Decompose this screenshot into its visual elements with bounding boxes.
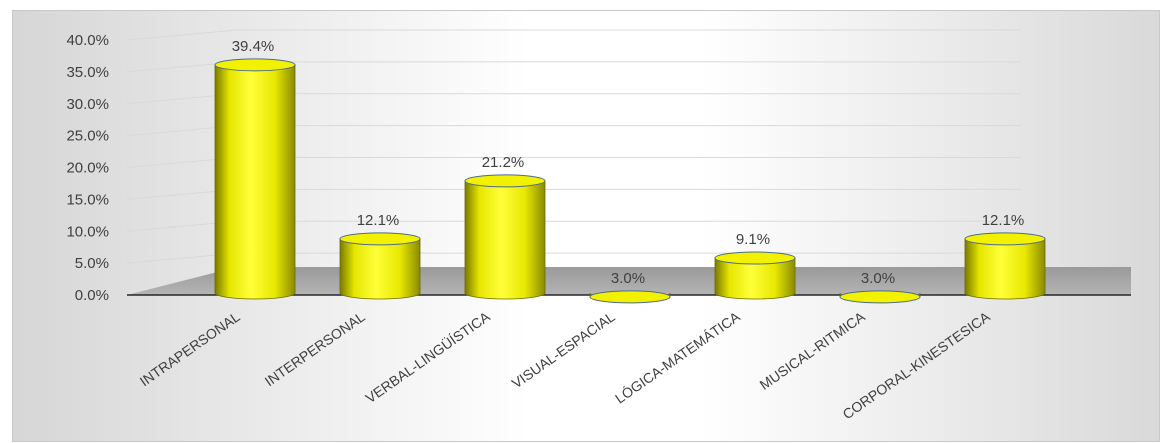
- chart-area: 0.0% 5.0% 10.0% 15.0% 20.0% 25.0% 30.0% 35.0% 40…: [12, 10, 1160, 442]
- bar: [839, 290, 921, 304]
- x-tick-label: INTRAPERSONAL: [137, 308, 243, 389]
- bar-top: [714, 251, 796, 265]
- y-tick-label: 0.0%: [75, 287, 109, 304]
- x-tick-label: VERBAL-LINGÜÍSTICA: [362, 307, 493, 406]
- y-tick-label: 40.0%: [66, 32, 109, 49]
- bar: [339, 232, 421, 300]
- x-tick-label: CORPORAL-KINESTESICA: [840, 308, 994, 422]
- bars: [214, 58, 1046, 304]
- bar: [589, 290, 671, 304]
- bar-top: [214, 58, 296, 72]
- bar-body: [339, 238, 421, 300]
- bar: [464, 174, 546, 300]
- y-tick-label: 30.0%: [66, 96, 109, 113]
- data-label: 9.1%: [736, 231, 770, 248]
- x-tick-label: MUSICAL-RITMICA: [757, 308, 869, 393]
- bar-body: [214, 64, 296, 300]
- y-tick-label: 35.0%: [66, 64, 109, 81]
- y-tick-label: 20.0%: [66, 160, 109, 177]
- x-axis: INTRAPERSONAL INTERPERSONALVERBAL-LINGÜÍS…: [137, 307, 994, 422]
- y-tick-label: 10.0%: [66, 223, 109, 240]
- bar: [214, 58, 296, 300]
- x-tick-label: INTERPERSONAL: [262, 308, 368, 389]
- data-label: 3.0%: [611, 270, 645, 287]
- bar-top: [339, 232, 421, 246]
- bar-body: [964, 238, 1046, 300]
- bar-top: [839, 290, 921, 304]
- y-tick-label: 25.0%: [66, 128, 109, 145]
- y-tick-label: 15.0%: [66, 191, 109, 208]
- bar-chart: 0.0% 5.0% 10.0% 15.0% 20.0% 25.0% 30.0% 35.0% 40…: [66, 29, 1131, 422]
- x-tick-label: VISUAL-ESPACIAL: [509, 308, 618, 391]
- y-axis: 0.0% 5.0% 10.0% 15.0% 20.0% 25.0% 30.0% 35.0% 40…: [66, 32, 109, 304]
- data-label: 12.1%: [357, 212, 400, 229]
- data-label: 12.1%: [982, 212, 1025, 229]
- bar: [964, 232, 1046, 300]
- bar: [714, 251, 796, 300]
- y-tick-label: 5.0%: [75, 255, 109, 272]
- data-label: 21.2%: [482, 154, 525, 171]
- data-label: 3.0%: [861, 270, 895, 287]
- data-label: 39.4%: [232, 38, 275, 55]
- x-tick-label: LÓGICA-MATEMÁTICA: [612, 308, 743, 407]
- data-labels: 39.4% 12.1% 21.2% 3.0% 9.1% 3.0% 12.1%: [232, 38, 1025, 287]
- bar-top: [464, 174, 546, 188]
- gridline: [126, 29, 1021, 41]
- bar-top: [964, 232, 1046, 246]
- bar-body: [714, 257, 796, 300]
- bar-top: [589, 290, 671, 304]
- bar-body: [464, 180, 546, 300]
